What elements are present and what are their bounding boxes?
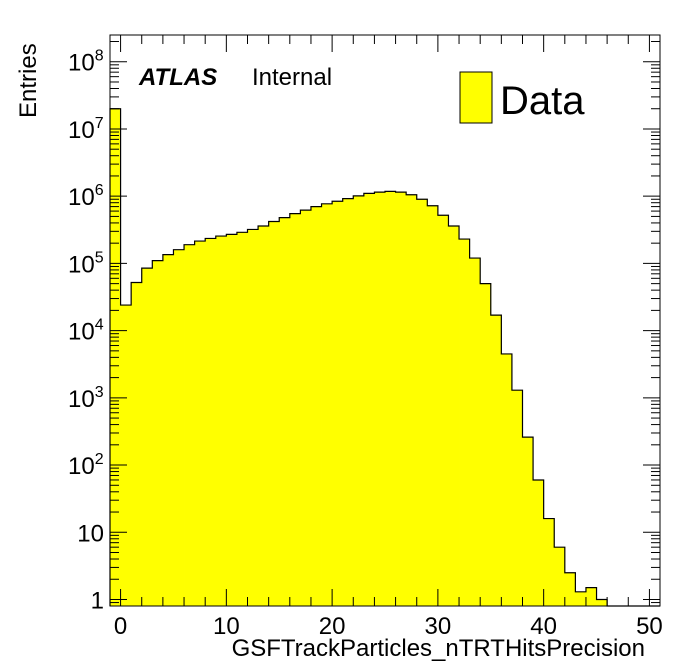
histogram-bar	[353, 195, 365, 606]
x-tick-label: 20	[319, 613, 346, 640]
plot-area	[109, 108, 660, 607]
histogram-bar	[236, 232, 248, 606]
histogram-bar	[205, 238, 217, 606]
histogram-bar	[162, 254, 174, 606]
histogram-bar	[268, 221, 280, 606]
histogram-bar	[173, 249, 185, 606]
histogram-bar	[194, 241, 206, 606]
atlas-sublabel: Internal	[252, 64, 332, 91]
histogram-bar	[374, 192, 386, 607]
legend-entry-data: Data	[500, 79, 585, 123]
histogram-bar	[543, 518, 555, 606]
y-tick-label: 104	[68, 317, 104, 346]
plot-frame	[109, 34, 661, 607]
histogram-bar	[427, 205, 439, 606]
y-tick-label: 107	[68, 115, 104, 144]
histogram-bar	[554, 547, 566, 606]
histogram-bar	[480, 283, 492, 606]
histogram-bar	[342, 198, 354, 606]
y-tick-label: 108	[68, 48, 104, 77]
histogram-bar	[332, 201, 344, 607]
x-tick-label: 40	[530, 613, 557, 640]
axis-tick-labels: 0 10 20 30 40 50 1 10 102 103 104 105 106 107 108	[68, 48, 663, 640]
histogram-bar	[575, 591, 587, 606]
histogram-bar	[247, 229, 259, 606]
histogram-bar	[226, 234, 238, 606]
y-tick-label: 105	[68, 249, 104, 278]
histogram-bar	[289, 213, 301, 607]
y-tick-label: 1	[91, 587, 104, 614]
y-tick-label: 106	[68, 182, 104, 211]
histogram-bar	[395, 192, 407, 607]
histogram-bar	[141, 268, 153, 606]
histogram-bar	[258, 226, 270, 607]
histogram-bar	[511, 390, 523, 606]
histogram-bar	[533, 479, 545, 606]
y-tick-label: 10	[77, 520, 104, 547]
histogram-bar	[522, 437, 534, 606]
histogram-bar	[469, 258, 481, 606]
histogram-bar	[152, 260, 164, 606]
histogram-bar	[564, 572, 576, 606]
y-axis-label: Entries	[15, 43, 42, 118]
x-axis-label: GSFTrackParticles_nTRTHitsPrecision	[232, 635, 645, 662]
histogram-outline	[109, 108, 660, 607]
histogram-bar	[406, 194, 418, 606]
histogram-bar	[279, 217, 291, 606]
histogram-bar	[585, 587, 597, 606]
histogram-bar	[416, 199, 428, 607]
atlas-label: ATLAS	[138, 64, 217, 91]
histogram-bar	[596, 599, 608, 606]
histogram-bar	[490, 315, 502, 606]
histogram-bar	[501, 353, 513, 606]
histogram-bar	[120, 305, 132, 606]
legend: Data	[459, 71, 585, 124]
x-tick-label: 30	[425, 613, 452, 640]
histogram-bar	[321, 203, 333, 607]
x-tick-label: 10	[213, 613, 240, 640]
histogram-bar	[184, 244, 196, 606]
histogram-bar	[300, 210, 312, 607]
histogram-bar	[363, 193, 375, 606]
axis-ticks	[110, 35, 660, 607]
y-tick-label: 103	[68, 384, 104, 413]
x-tick-label: 0	[114, 613, 127, 640]
histogram-bar	[459, 239, 471, 606]
histogram-bar	[437, 215, 449, 606]
histogram-bar	[385, 191, 396, 607]
histogram-bar	[448, 226, 460, 607]
x-tick-label: 50	[636, 613, 663, 640]
y-tick-label: 102	[68, 451, 104, 480]
histogram-bar	[215, 236, 227, 607]
legend-swatch-data	[459, 71, 493, 124]
histogram-bar	[310, 206, 322, 606]
histogram-bar	[131, 282, 143, 606]
